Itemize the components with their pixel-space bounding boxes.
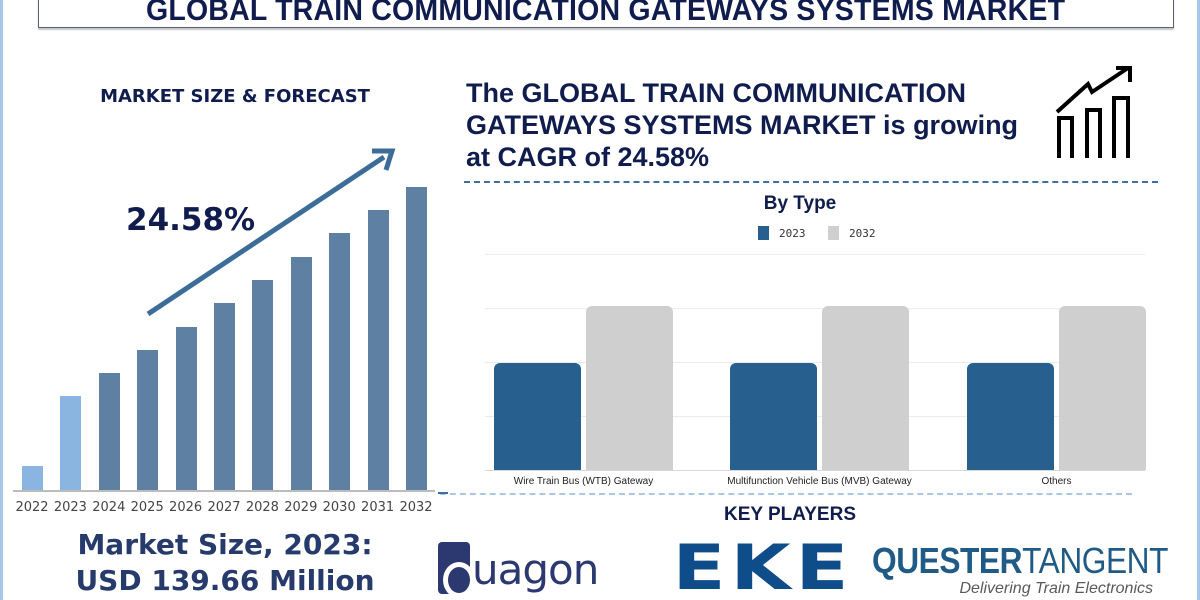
gridline bbox=[485, 362, 1145, 363]
year-label: 2028 bbox=[245, 500, 279, 515]
year-label: 2024 bbox=[92, 500, 126, 515]
bar-2023 bbox=[967, 363, 1054, 470]
bar-2029 bbox=[290, 257, 312, 490]
growth-chart-icon bbox=[1055, 66, 1132, 158]
legend-label-2032: 2032 bbox=[849, 226, 876, 240]
eke-logo: EKE bbox=[672, 531, 854, 600]
bar-2032 bbox=[822, 306, 909, 470]
duagon-d-mark-icon bbox=[438, 542, 475, 598]
bar-2026 bbox=[175, 327, 197, 490]
bar-2028 bbox=[252, 280, 274, 490]
quester-text: QUESTER bbox=[872, 540, 1023, 581]
right-border bbox=[1197, 0, 1200, 600]
bar-2030 bbox=[329, 233, 351, 490]
year-label: 2022 bbox=[15, 500, 49, 515]
trend-arrow-icon bbox=[146, 148, 396, 317]
title-banner: GLOBAL TRAIN COMMUNICATION GATEWAYS SYST… bbox=[38, 0, 1174, 28]
market-size-line1: Market Size, 2023: bbox=[77, 528, 373, 561]
market-size-line2: USD 139.66 Million bbox=[75, 564, 375, 597]
bar-2032 bbox=[1059, 306, 1146, 470]
category-label: Multifunction Vehicle Bus (MVB) Gateway bbox=[727, 476, 912, 487]
year-label: 2031 bbox=[361, 500, 395, 515]
section-divider-bottom bbox=[440, 493, 1132, 495]
headline-line-1: The GLOBAL TRAIN COMMUNICATION bbox=[466, 78, 966, 108]
year-label: 2029 bbox=[284, 500, 318, 515]
gridline bbox=[485, 254, 1145, 255]
key-players-title: KEY PLAYERS bbox=[724, 504, 856, 525]
year-label: 2023 bbox=[53, 500, 87, 515]
questertangent-wordmark: QUESTERTANGENT bbox=[872, 540, 1168, 581]
questertangent-tagline: Delivering Train Electronics bbox=[959, 580, 1153, 597]
duagon-wordmark: uagon bbox=[472, 545, 599, 594]
bar-2022 bbox=[22, 466, 43, 490]
year-label: 2027 bbox=[207, 500, 241, 515]
bar-2027 bbox=[214, 303, 235, 490]
year-label: 2030 bbox=[322, 500, 356, 515]
legend-label-2023: 2023 bbox=[779, 226, 806, 240]
year-label: 2026 bbox=[169, 500, 203, 515]
headline-line-2: GATEWAYS SYSTEMS MARKET is growing bbox=[466, 110, 1019, 140]
bar-2032 bbox=[586, 306, 673, 470]
legend-item-2023: 2023 bbox=[758, 226, 806, 240]
by-type-title: By Type bbox=[763, 193, 837, 214]
bar-2023 bbox=[60, 396, 82, 490]
category-label: Others bbox=[1041, 476, 1072, 487]
duagon-logo: uagon bbox=[438, 541, 599, 598]
bar-2025 bbox=[137, 350, 159, 490]
legend-swatch-2023 bbox=[758, 226, 769, 240]
bar-2023 bbox=[730, 363, 817, 470]
headline-line-3: at CAGR of 24.58% bbox=[466, 142, 710, 172]
market-size-heading: MARKET SIZE & FORECAST bbox=[100, 86, 370, 107]
x-axis-line bbox=[485, 470, 1145, 471]
left-border bbox=[0, 0, 3, 600]
bar-2032 bbox=[406, 187, 427, 490]
legend-item-2032: 2032 bbox=[828, 226, 876, 240]
questertangent-logo: QUESTERTANGENT Delivering Train Electron… bbox=[872, 540, 1168, 598]
bar-2023 bbox=[494, 363, 581, 470]
x-axis-line bbox=[13, 490, 435, 492]
legend-swatch-2032 bbox=[828, 226, 839, 240]
bar-2024 bbox=[98, 373, 120, 490]
year-label: 2032 bbox=[399, 500, 433, 515]
bar-2031 bbox=[367, 210, 389, 490]
category-label: Wire Train Bus (WTB) Gateway bbox=[513, 476, 654, 487]
cagr-value: 24.58% bbox=[126, 202, 256, 238]
divider-accent bbox=[438, 492, 448, 494]
year-label: 2025 bbox=[130, 500, 164, 515]
gridline bbox=[485, 308, 1145, 309]
section-divider-top bbox=[464, 181, 1158, 183]
tangent-text: TANGENT bbox=[1022, 540, 1169, 581]
page-title: GLOBAL TRAIN COMMUNICATION GATEWAYS SYST… bbox=[146, 0, 1066, 27]
market-forecast-chart: 2022 2023 2024 2025 2026 2027 2028 2029 2030 2031… bbox=[0, 0, 450, 520]
market-size-summary: Market Size, 2023: USD 139.66 Million bbox=[0, 527, 450, 599]
cagr-headline: The GLOBAL TRAIN COMMUNICATION GATEWAYS … bbox=[466, 77, 1066, 173]
